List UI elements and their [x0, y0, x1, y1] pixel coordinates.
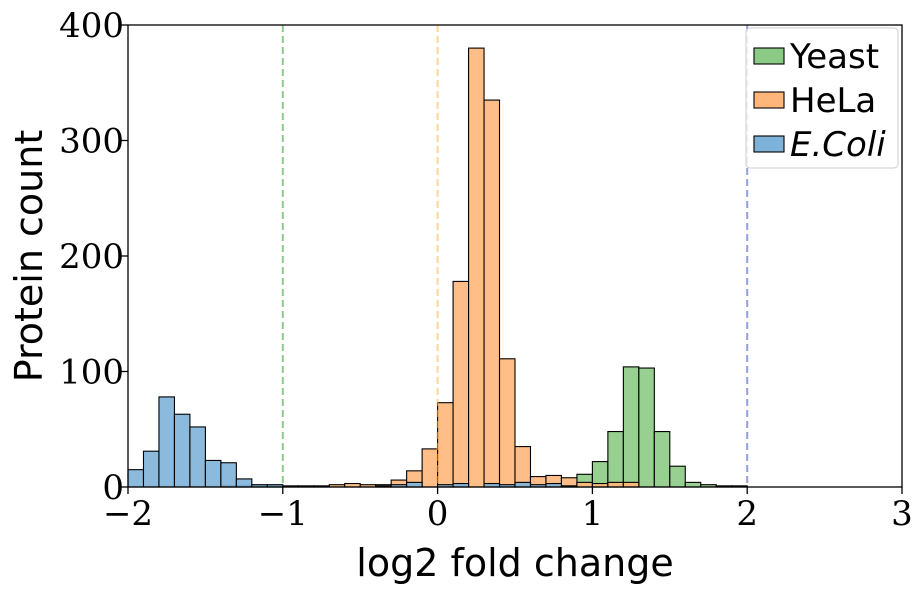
histogram-bar [220, 462, 237, 488]
histogram-bar [452, 280, 470, 488]
histogram-bar [514, 446, 532, 488]
y-axis-ticks: 0 100 200 300 400 [59, 6, 128, 508]
histogram-bar [653, 431, 671, 488]
histogram-bar [142, 450, 160, 488]
y-tick-label: 400 [59, 6, 124, 46]
histogram-bar [127, 469, 145, 488]
series-yeast [576, 366, 748, 488]
x-tick-label: −2 [103, 494, 153, 534]
histogram-bar [437, 402, 454, 488]
x-tick-label: 1 [582, 494, 604, 534]
legend-swatch [753, 135, 785, 153]
histogram-bar [468, 47, 485, 488]
histogram-bar [406, 481, 423, 488]
x-tick-label: −1 [258, 494, 308, 534]
legend-label: Yeast [789, 37, 879, 77]
y-tick-label: 300 [59, 122, 124, 162]
y-tick-label: 0 [102, 468, 124, 508]
legend-swatch [753, 47, 785, 65]
histogram-bar [622, 366, 640, 488]
x-tick-label: 3 [891, 494, 913, 534]
histogram-bar [514, 481, 532, 488]
histogram-bar [483, 99, 501, 488]
legend-label: E.Coli [790, 125, 886, 165]
histogram-bar [173, 413, 191, 488]
histogram-bars [127, 47, 748, 488]
legend-swatch [753, 91, 785, 109]
series-hela [220, 47, 640, 488]
histogram-bar [684, 481, 702, 488]
histogram-bar [622, 481, 640, 488]
histogram-bar [498, 358, 516, 488]
y-tick-label: 100 [59, 353, 124, 393]
histogram-bar [638, 367, 655, 488]
histogram-bar [607, 481, 624, 488]
x-tick-label: 2 [736, 494, 758, 534]
histogram-bar [204, 459, 222, 488]
histogram-bar [421, 448, 439, 488]
histogram-bar [189, 426, 206, 488]
x-tick-label: 0 [427, 494, 449, 534]
x-axis-label: log2 fold change [356, 541, 673, 585]
histogram-bar [235, 478, 253, 488]
x-axis-ticks: −2 −1 0 1 2 3 [103, 487, 913, 534]
y-tick-label: 200 [59, 237, 124, 277]
histogram-bar [158, 396, 175, 488]
histogram-bar [607, 431, 624, 488]
histogram-bar [576, 481, 593, 488]
histogram-bar [669, 465, 686, 488]
y-axis-label: Protein count [7, 130, 51, 383]
legend-label: HeLa [790, 81, 876, 121]
